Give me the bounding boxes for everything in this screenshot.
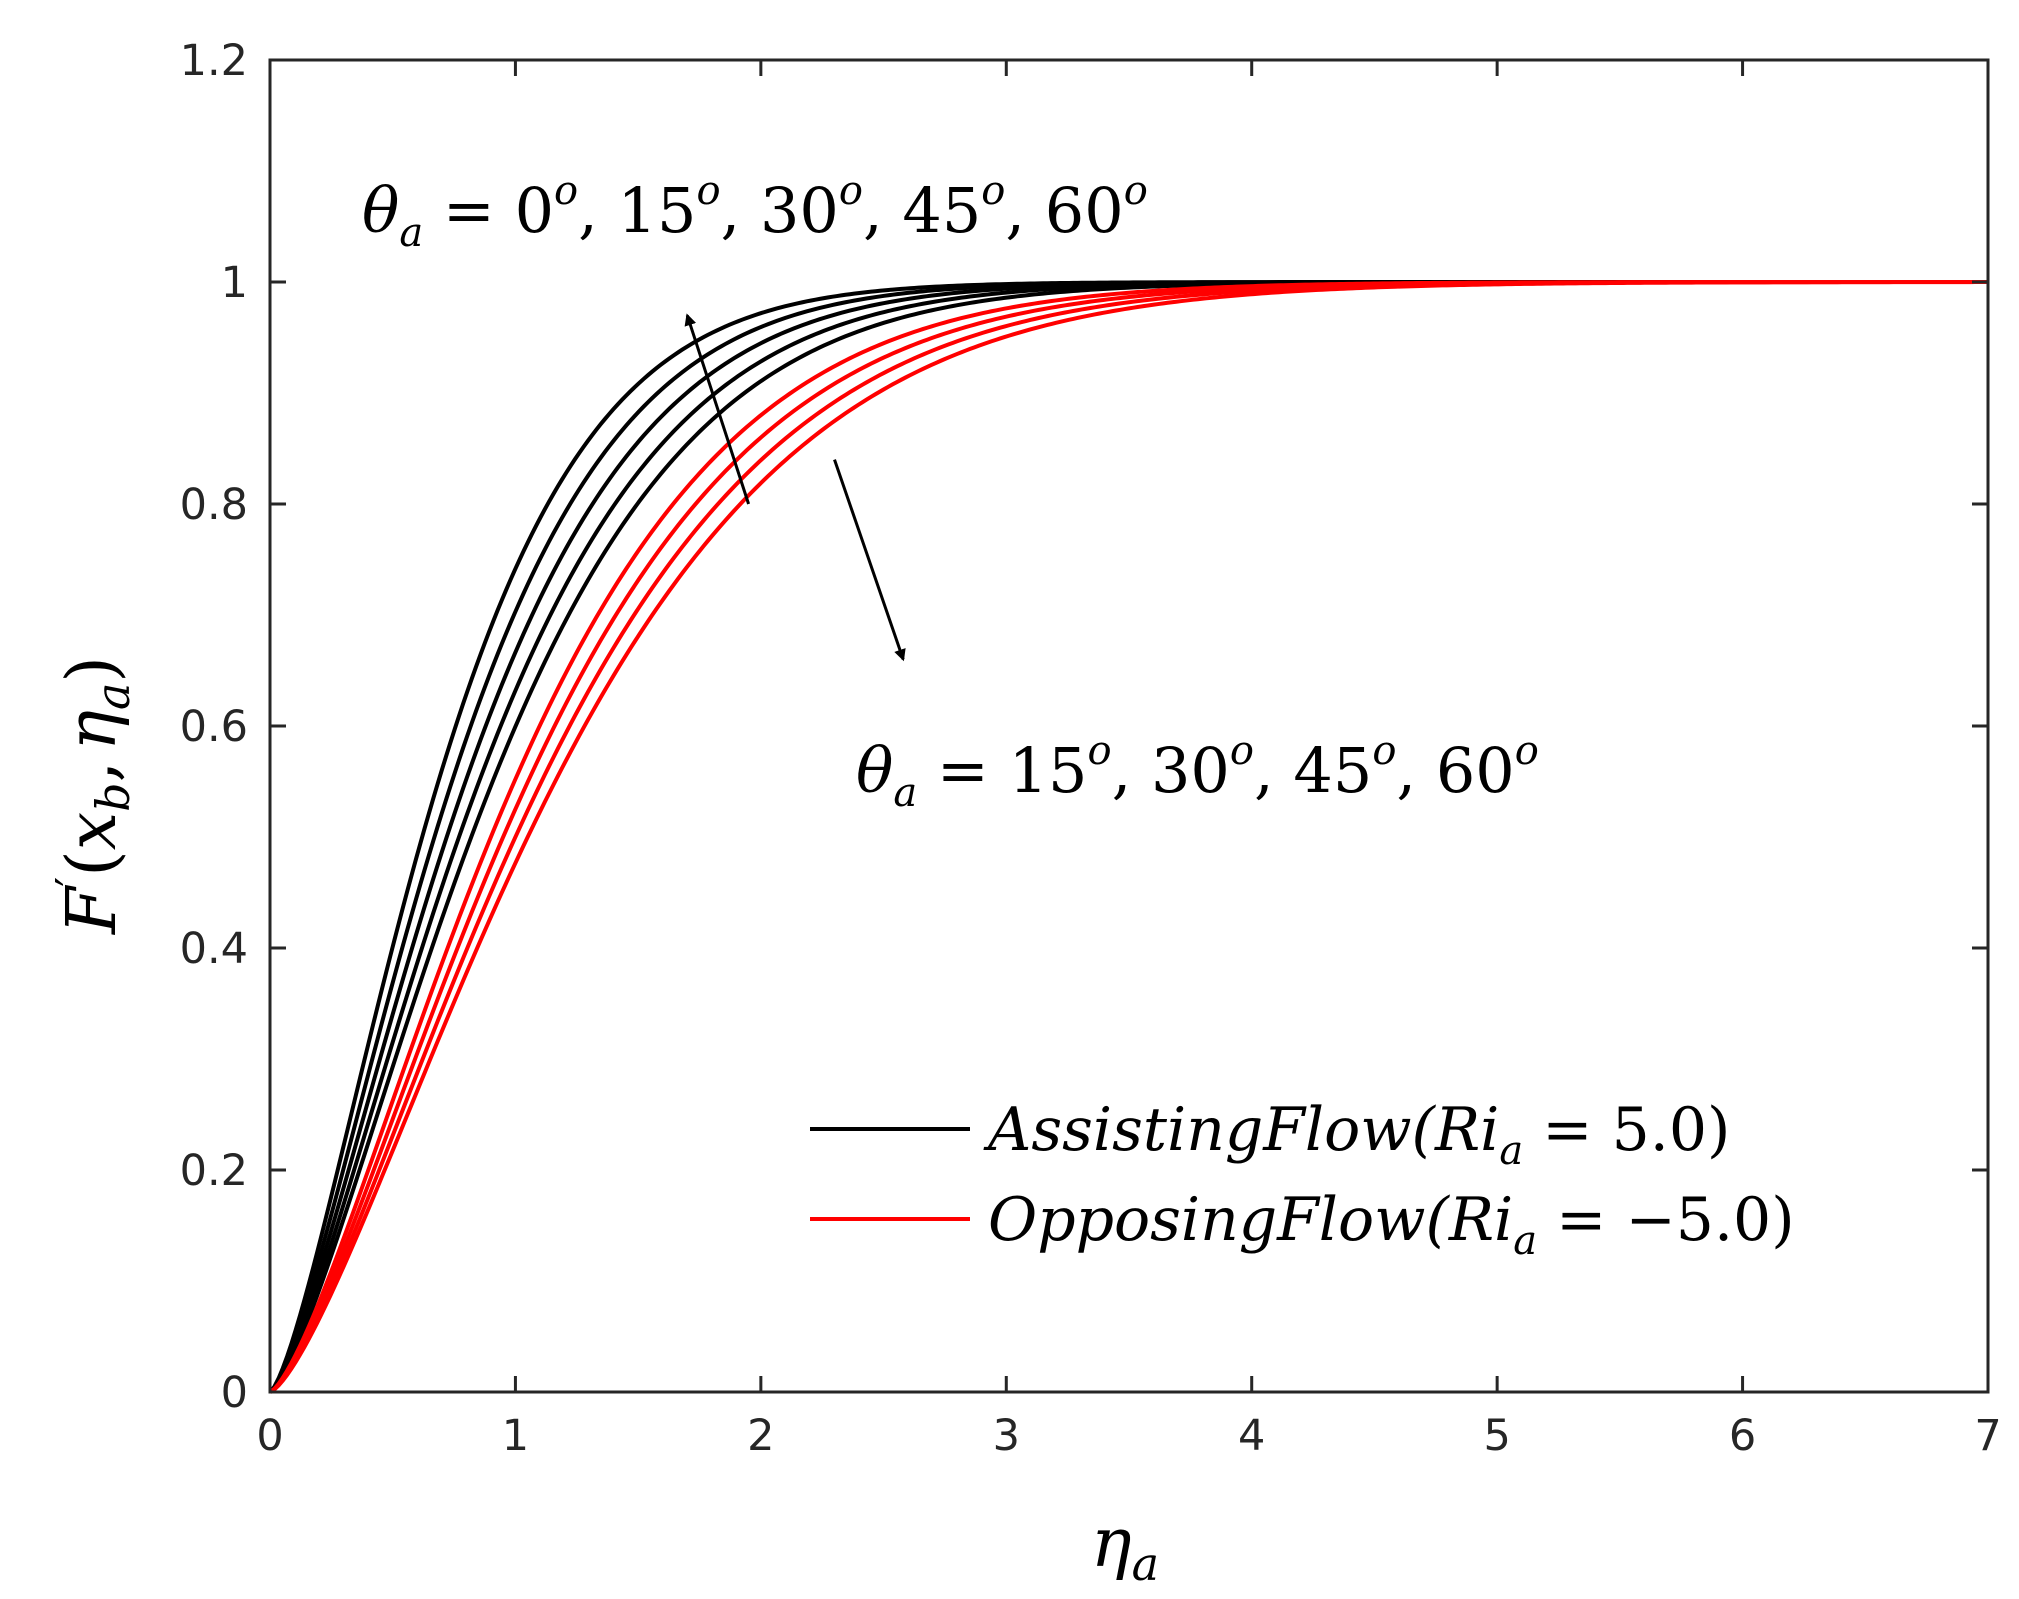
x-tick-label: 4 xyxy=(1238,1411,1265,1461)
y-tick-label: 0 xyxy=(221,1368,248,1418)
annotation-theta-opposing: θa = 15o, 30o, 45o, 60o xyxy=(856,728,1539,816)
annotation-arrows xyxy=(684,313,906,662)
y-tick-label: 1.2 xyxy=(180,36,248,86)
y-tick-label: 1 xyxy=(221,258,248,308)
legend-label-assisting: AssistingFlow(Ria = 5.0) xyxy=(983,1095,1730,1174)
axes: 0 1 2 3 4 5 6 7 0 0.2 0.4 0.6 0.8 1 1.2 xyxy=(180,36,2002,1461)
x-tick-label: 0 xyxy=(256,1411,283,1461)
x-tick-label: 2 xyxy=(747,1411,774,1461)
x-axis-label: ηa xyxy=(1091,1504,1159,1591)
annotation-arrow-1 xyxy=(833,459,906,662)
legend-label-opposing: OpposingFlow(Ria = −5.0) xyxy=(988,1185,1795,1264)
opposing-flow-curve-8 xyxy=(268,280,1988,1394)
x-tick-label: 7 xyxy=(1974,1411,2001,1461)
y-tick-label: 0.6 xyxy=(180,702,248,752)
plot-curves xyxy=(268,280,1988,1394)
x-tick-label: 3 xyxy=(993,1411,1020,1461)
legend: AssistingFlow(Ria = 5.0) OpposingFlow(Ri… xyxy=(810,1095,1795,1264)
y-axis-label: F′(xb,ηa) xyxy=(47,656,140,936)
annotation-theta-assisting: θa = 0o, 15o, 30o, 45o, 60o xyxy=(362,168,1148,256)
annotation-arrow-0 xyxy=(684,313,751,505)
y-tick-label: 0.2 xyxy=(180,1146,248,1196)
y-tick-label: 0.8 xyxy=(180,480,248,530)
x-tick-label: 5 xyxy=(1483,1411,1510,1461)
x-tick-label: 6 xyxy=(1729,1411,1756,1461)
y-tick-label: 0.4 xyxy=(180,924,248,974)
x-tick-label: 1 xyxy=(502,1411,529,1461)
